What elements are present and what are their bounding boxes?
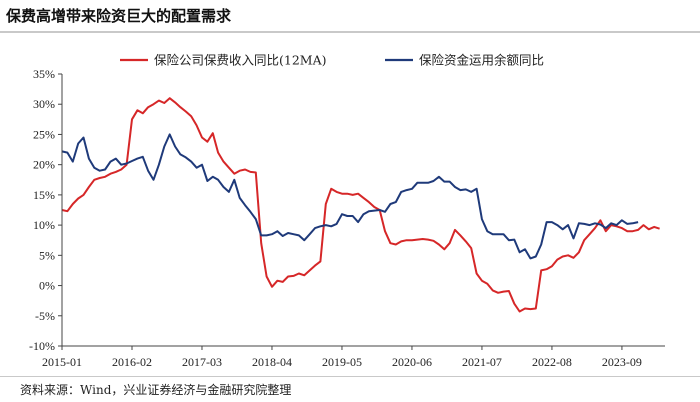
y-tick-label: 25%: [33, 127, 55, 141]
y-tick-label: 0%: [39, 279, 55, 293]
y-axis-labels: -10% -5% 0% 5% 10% 15% 20% 25% 30% 35%: [29, 67, 55, 353]
y-tick-label: -5%: [35, 309, 55, 323]
series-line-2: [61, 133, 639, 260]
y-tick-label: 10%: [33, 218, 55, 232]
legend-label-1: 保险公司保费收入同比(12MA): [154, 53, 327, 68]
x-tick-label: 2020-06: [392, 355, 432, 369]
x-tick-label: 2015-01: [42, 355, 82, 369]
y-tick-label: 35%: [33, 67, 55, 81]
series-line-1: [61, 97, 660, 313]
chart-title: 保费高增带来险资巨大的配置需求: [6, 7, 232, 25]
x-tick-label: 2019-05: [322, 355, 362, 369]
x-tick-label: 2021-07: [462, 355, 502, 369]
legend: 保险公司保费收入同比(12MA) 保险资金运用余额同比: [120, 53, 544, 68]
x-tick-label: 2017-03: [182, 355, 222, 369]
x-tick-label: 2022-08: [532, 355, 572, 369]
x-tick-label: 2016-02: [112, 355, 152, 369]
title-bar: 保费高增带来险资巨大的配置需求: [0, 0, 700, 34]
x-tick-label: 2018-04: [252, 355, 292, 369]
axes: [58, 73, 665, 350]
y-tick-label: 20%: [33, 158, 55, 172]
source-note: 资料来源：Wind，兴业证券经济与金融研究院整理: [20, 383, 292, 397]
x-tick-label: 2023-09: [602, 355, 642, 369]
y-tick-label: 5%: [39, 248, 55, 262]
line-chart: 保险公司保费收入同比(12MA) 保险资金运用余额同比 -10% -5% 0% 5% 10…: [29, 53, 665, 369]
y-tick-label: 15%: [33, 188, 55, 202]
x-axis-labels: 2015-01 2016-02 2017-03 2018-04 2019-05 2020-…: [42, 355, 642, 369]
source-divider: [0, 376, 700, 377]
y-tick-label: 30%: [33, 97, 55, 111]
y-tick-label: -10%: [29, 339, 55, 353]
legend-label-2: 保险资金运用余额同比: [419, 53, 544, 68]
series-lines: [61, 97, 660, 313]
title-divider: [0, 31, 700, 33]
